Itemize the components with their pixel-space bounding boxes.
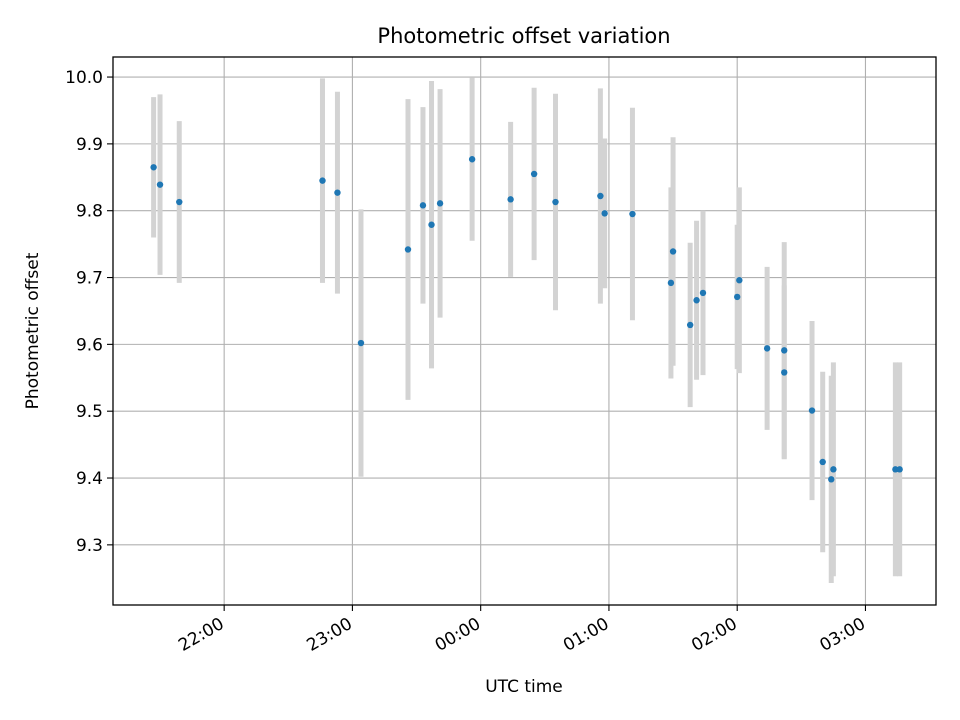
data-point: [763, 345, 771, 352]
x-tick-label: 01:00: [560, 614, 612, 656]
data-point: [150, 164, 157, 171]
data-point: [733, 293, 741, 301]
x-axis-ticks: 22:00 23:00 00:00 01:00 02:00 03:00: [175, 605, 869, 656]
chart-title: Photometric offset variation: [377, 24, 670, 48]
x-tick-label: 23:00: [303, 614, 355, 656]
data-point: [597, 192, 604, 200]
y-tick-label: 10.0: [65, 68, 103, 88]
data-point: [507, 196, 514, 203]
y-tick-label: 9.9: [76, 135, 103, 155]
data-point: [736, 277, 743, 284]
data-point: [699, 289, 707, 297]
y-tick-label: 9.6: [76, 335, 103, 355]
x-tick-label: 03:00: [817, 614, 869, 656]
y-tick-label: 9.7: [76, 269, 103, 289]
data-point: [667, 279, 675, 287]
error-bars: [151, 77, 903, 583]
data-point: [669, 248, 677, 255]
y-tick-label: 9.3: [76, 536, 103, 556]
plot-frame: [112, 56, 937, 606]
data-point: [552, 198, 559, 206]
data-point: [176, 198, 183, 206]
data-point: [436, 200, 444, 207]
data-point: [404, 246, 412, 253]
data-point: [686, 321, 694, 329]
x-tick-label: 22:00: [175, 614, 227, 656]
y-axis-ticks: 9.3 9.4 9.5 9.6 9.7 9.8 9.9 10.0: [65, 68, 113, 556]
data-point: [896, 466, 903, 473]
data-point: [468, 156, 476, 163]
data-points: [150, 156, 903, 483]
data-point: [530, 170, 538, 178]
x-tick-label: 02:00: [688, 614, 740, 656]
data-point: [828, 476, 835, 483]
data-point: [693, 297, 700, 304]
data-point: [156, 181, 164, 188]
data-point: [428, 221, 435, 228]
data-point: [819, 458, 826, 466]
data-point: [334, 189, 341, 196]
data-point: [357, 339, 365, 347]
data-point: [601, 210, 608, 217]
data-point: [629, 210, 636, 218]
x-tick-label: 00:00: [432, 614, 484, 656]
x-axis-label: UTC time: [485, 677, 563, 697]
y-axis-label: Photometric offset: [23, 252, 43, 409]
data-point: [781, 347, 788, 354]
data-point: [781, 369, 788, 376]
y-tick-label: 9.4: [76, 469, 103, 489]
data-point: [830, 466, 837, 473]
data-point: [319, 177, 326, 184]
data-point: [808, 407, 816, 414]
y-tick-label: 9.5: [76, 402, 103, 422]
y-tick-label: 9.8: [76, 202, 103, 222]
data-point: [419, 202, 427, 209]
